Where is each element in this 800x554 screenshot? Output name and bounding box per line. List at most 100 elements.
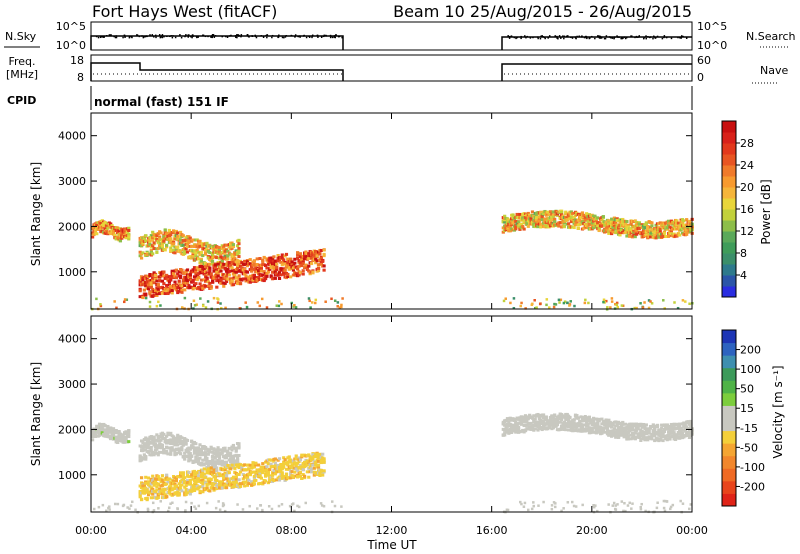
echo-cell — [212, 448, 216, 452]
ground-scatter-cell — [92, 507, 96, 511]
echo-cell — [194, 251, 198, 255]
echo-cell — [237, 446, 241, 450]
echo-cell — [643, 438, 647, 442]
nsearch-point — [115, 36, 118, 39]
echo-cell — [614, 435, 618, 439]
echo-cell — [153, 480, 158, 484]
echo-cell — [127, 237, 131, 241]
echo-cell — [510, 418, 514, 422]
echo-cell — [165, 482, 169, 486]
echo-cell — [230, 266, 234, 270]
echo-cell — [203, 445, 208, 449]
echo-cell — [565, 422, 569, 426]
ground-scatter-cell — [270, 507, 274, 511]
nsearch-point — [663, 35, 666, 37]
echo-cell — [619, 425, 623, 429]
echo-cell — [611, 230, 615, 234]
nsearch-point — [221, 35, 223, 38]
echo-cell — [279, 267, 283, 271]
echo-cell — [162, 270, 166, 274]
echo-cell — [194, 282, 198, 286]
echo-cell — [318, 258, 322, 262]
ground-scatter-cell — [167, 506, 171, 510]
echo-cell — [297, 264, 301, 268]
echo-cell — [192, 489, 197, 493]
echo-cell — [615, 424, 619, 428]
echo-cell — [654, 223, 658, 227]
echo-cell — [165, 276, 169, 280]
echo-cell — [304, 256, 308, 260]
echo-cell — [680, 431, 685, 435]
echo-cell — [192, 472, 197, 476]
echo-cell — [676, 426, 680, 430]
y-tick-label: 4000 — [58, 130, 86, 143]
echo-cell — [286, 258, 290, 262]
echo-cell — [259, 476, 263, 480]
echo-cell — [689, 419, 693, 423]
echo-cell — [155, 292, 159, 296]
nsearch-point — [635, 35, 638, 38]
echo-cell — [650, 221, 654, 225]
echo-cell — [586, 224, 590, 228]
echo-cell — [169, 278, 173, 282]
echo-cell — [176, 231, 180, 235]
echo-cell — [277, 259, 282, 263]
echo-cell — [205, 247, 209, 251]
echo-cell — [600, 422, 604, 426]
ground-scatter-cell — [280, 503, 284, 506]
ground-scatter-cell — [502, 299, 506, 303]
echo-cell — [248, 463, 252, 467]
echo-cell — [575, 425, 579, 429]
echo-cell — [311, 270, 315, 274]
echo-cell — [103, 220, 107, 224]
echo-cell — [188, 273, 192, 277]
ground-scatter-cell — [259, 504, 263, 507]
echo-cell — [307, 453, 311, 457]
echo-cell — [605, 426, 610, 430]
echo-cell — [257, 470, 261, 474]
echo-cell — [322, 248, 326, 252]
echo-cell — [171, 435, 176, 439]
nsearch-point — [613, 36, 615, 39]
echo-cell — [149, 250, 153, 254]
echo-cell — [568, 424, 572, 428]
echo-cell — [251, 278, 255, 282]
echo-cell — [541, 212, 546, 216]
echo-cell — [287, 266, 291, 270]
freq-tick-right-bottom: 0 — [697, 71, 704, 84]
echo-cell — [662, 231, 667, 235]
echo-cell — [227, 261, 231, 265]
freq-tick-left-top: 18 — [70, 54, 84, 67]
echo-cell — [139, 456, 144, 460]
echo-cell — [212, 471, 216, 475]
nsearch-point — [174, 36, 177, 39]
ground-scatter-cell — [123, 298, 127, 301]
echo-cell — [300, 476, 304, 480]
echo-cell — [553, 413, 557, 417]
echo-cell — [165, 434, 169, 438]
echo-cell — [290, 464, 294, 468]
echo-cell — [165, 445, 169, 449]
echo-cell — [525, 223, 529, 227]
echo-cell — [675, 433, 679, 437]
echo-cell — [158, 450, 162, 454]
echo-cell — [127, 232, 131, 236]
nsearch-point — [604, 37, 607, 40]
echo-cell — [229, 277, 233, 281]
echo-cell — [525, 418, 529, 422]
echo-cell — [162, 274, 166, 278]
echo-cell — [215, 270, 219, 274]
echo-cell — [216, 449, 220, 453]
echo-cell — [213, 456, 217, 460]
ground-scatter-cell — [512, 306, 516, 310]
echo-cell — [582, 213, 586, 217]
echo-cell — [673, 438, 678, 442]
ground-scatter-cell — [146, 507, 150, 511]
echo-cell — [296, 267, 300, 271]
nsearch-point — [266, 34, 269, 36]
echo-cell — [167, 477, 172, 481]
nsearch-point — [583, 36, 586, 39]
echo-cell — [156, 482, 160, 486]
nsearch-point — [191, 36, 193, 39]
echo-cell — [180, 268, 184, 272]
